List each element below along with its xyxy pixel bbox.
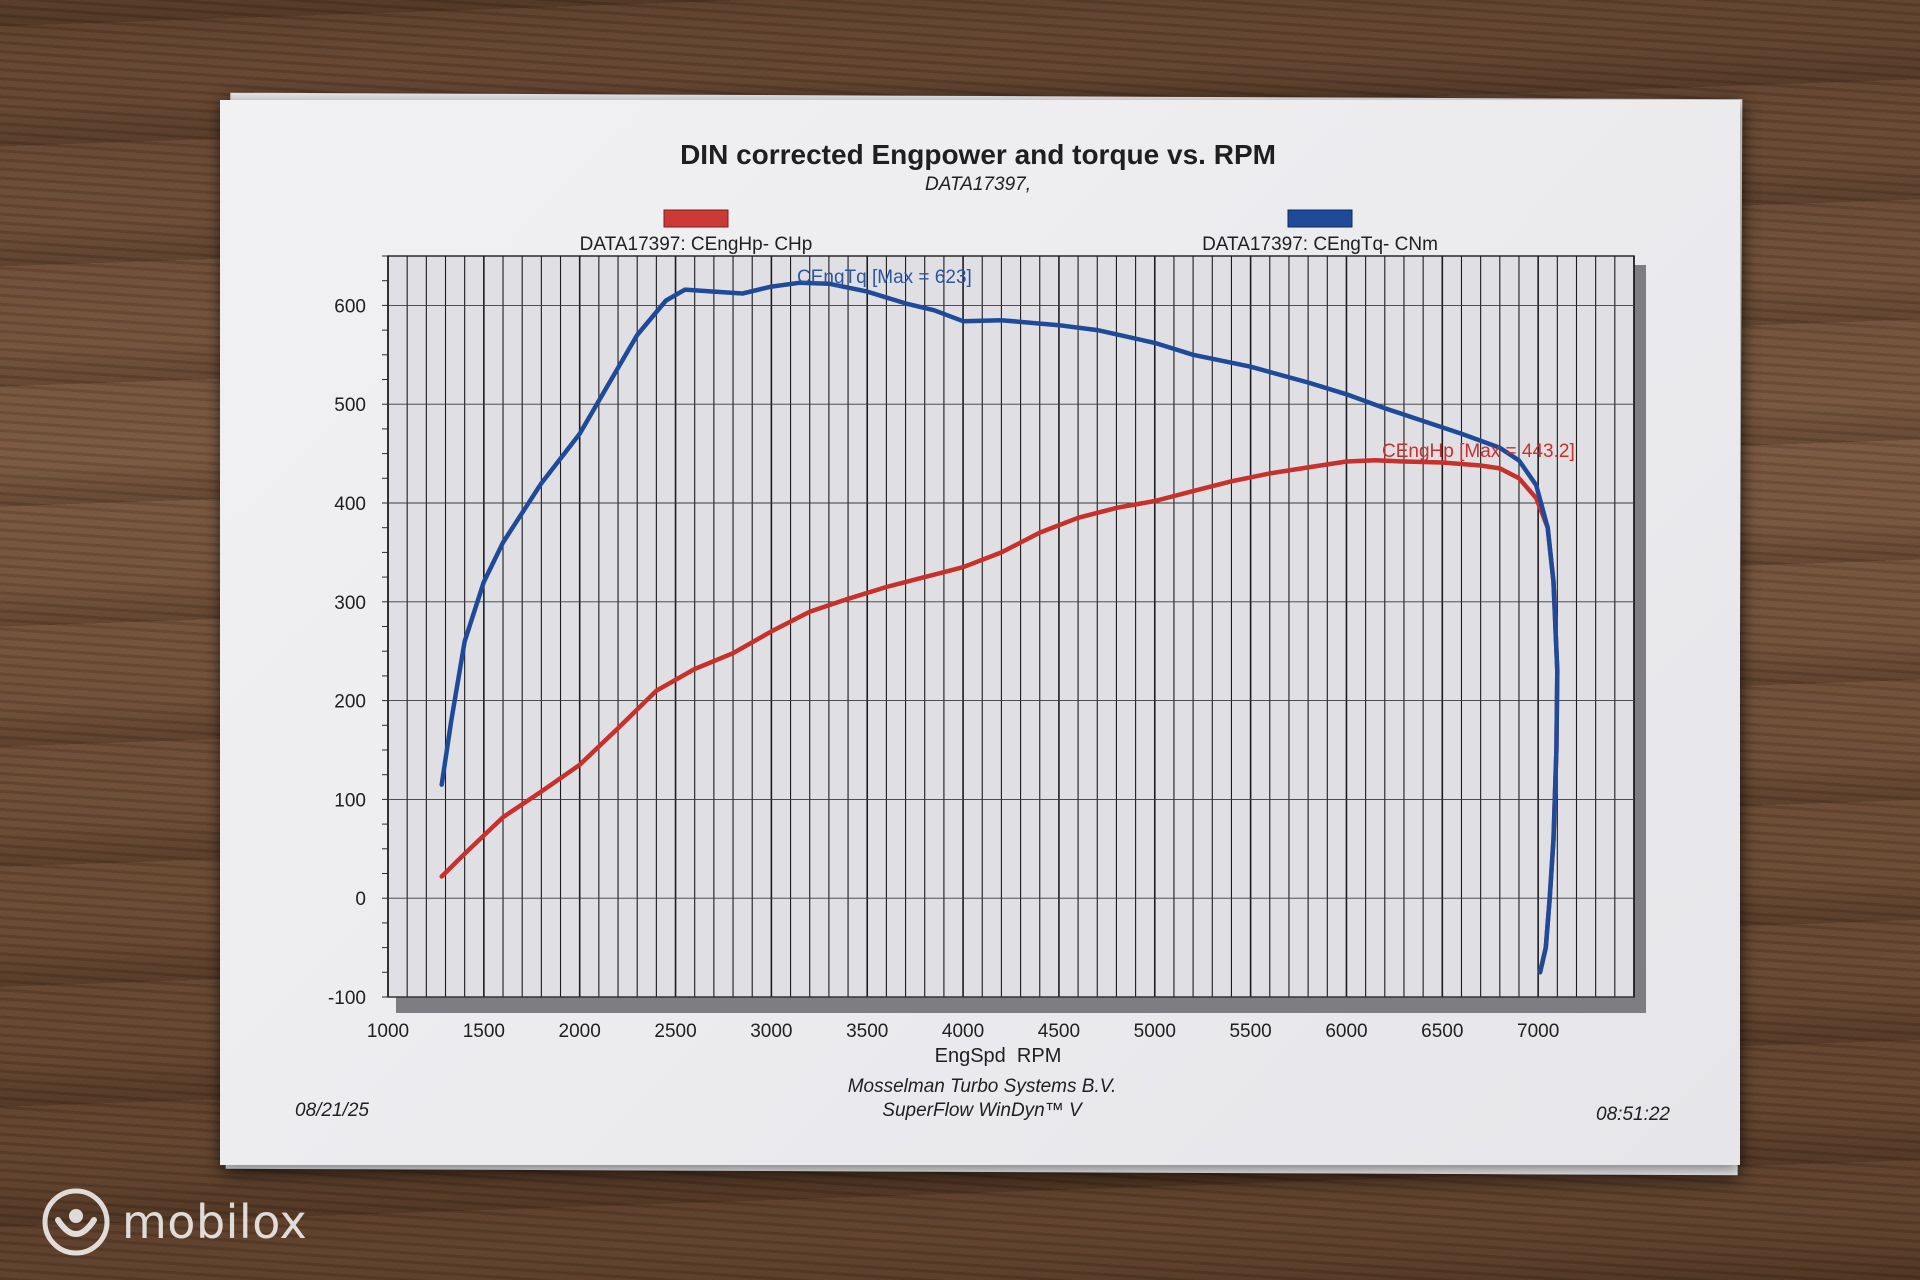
y-tick-label: 300 xyxy=(334,593,366,614)
chart-title: DIN corrected Engpower and torque vs. RP… xyxy=(680,139,1276,170)
x-axis-tick-labels: 1000 1500 2000 2500 3000 3500 4000 4500 5000 5500… xyxy=(367,1021,1559,1042)
x-tick-label: 1000 xyxy=(367,1021,409,1042)
hp-max-annotation: CEngHp [Max = 443.2] xyxy=(1382,441,1575,462)
footer-software: SuperFlow WinDyn™ V xyxy=(882,1100,1084,1121)
x-tick-label: 5000 xyxy=(1134,1021,1176,1042)
y-tick-label: -100 xyxy=(328,988,366,1009)
minor-ticks xyxy=(382,255,388,998)
footer-time: 08:51:22 xyxy=(1596,1104,1670,1125)
x-tick-label: 5500 xyxy=(1229,1021,1271,1042)
x-axis-label: EngSpd RPM xyxy=(935,1045,1062,1067)
x-tick-label: 6000 xyxy=(1325,1021,1367,1042)
chart-legend: DATA17397: CEngHp- CHp DATA17397: CEngTq… xyxy=(580,209,1438,255)
legend-label-hp: DATA17397: CEngHp- CHp xyxy=(580,234,813,255)
chart-subtitle: DATA17397, xyxy=(925,174,1031,195)
y-tick-label: 400 xyxy=(334,494,366,515)
series-lines xyxy=(439,280,1560,975)
tq-max-annotation: CEngTq [Max = 623] xyxy=(797,267,972,288)
x-tick-label: 3000 xyxy=(750,1021,792,1042)
y-axis-tick-labels: -100 0 100 200 300 400 500 600 xyxy=(328,296,366,1009)
y-tick-label: 100 xyxy=(334,790,366,811)
legend-swatch-hp xyxy=(663,209,729,228)
x-tick-label: 1500 xyxy=(463,1021,505,1042)
watermark-text: mobilox xyxy=(122,1195,308,1249)
y-tick-label: 0 xyxy=(355,889,366,910)
x-tick-label: 3500 xyxy=(846,1021,888,1042)
legend-label-tq: DATA17397: CEngTq- CNm xyxy=(1202,234,1438,255)
footer-date: 08/21/25 xyxy=(295,1100,369,1121)
legend-swatch-tq xyxy=(1287,209,1353,228)
x-tick-label: 2500 xyxy=(654,1021,696,1042)
x-tick-label: 4000 xyxy=(942,1021,984,1042)
y-tick-label: 500 xyxy=(334,395,366,416)
grid-lines xyxy=(387,256,1635,998)
footer-company: Mosselman Turbo Systems B.V. xyxy=(848,1076,1117,1097)
watermark: mobilox xyxy=(40,1182,307,1262)
watermark-logo-icon xyxy=(42,1188,110,1256)
x-tick-label: 7000 xyxy=(1517,1021,1559,1042)
y-tick-label: 600 xyxy=(334,296,366,317)
plot-area xyxy=(387,255,1635,998)
y-tick-label: 200 xyxy=(334,692,366,713)
x-tick-label: 4500 xyxy=(1038,1021,1080,1042)
x-tick-label: 6500 xyxy=(1421,1021,1463,1042)
x-tick-label: 2000 xyxy=(559,1021,601,1042)
torque-curve-line xyxy=(439,280,1560,975)
